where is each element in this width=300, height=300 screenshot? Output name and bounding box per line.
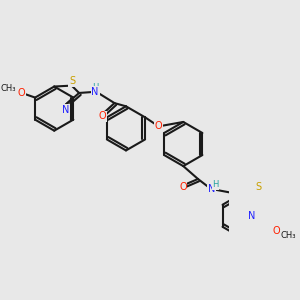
Text: O: O xyxy=(154,121,162,130)
Text: O: O xyxy=(272,226,280,236)
Text: N: N xyxy=(61,105,69,115)
Text: S: S xyxy=(69,76,75,86)
Text: CH₃: CH₃ xyxy=(1,84,16,93)
Text: O: O xyxy=(99,111,106,122)
Text: N: N xyxy=(248,211,255,221)
Text: O: O xyxy=(179,182,187,192)
Text: N: N xyxy=(92,87,99,97)
Text: O: O xyxy=(17,88,25,98)
Text: CH₃: CH₃ xyxy=(280,231,296,240)
Text: N: N xyxy=(208,184,215,194)
Text: H: H xyxy=(212,180,219,189)
Text: S: S xyxy=(255,182,261,192)
Text: H: H xyxy=(92,83,99,92)
